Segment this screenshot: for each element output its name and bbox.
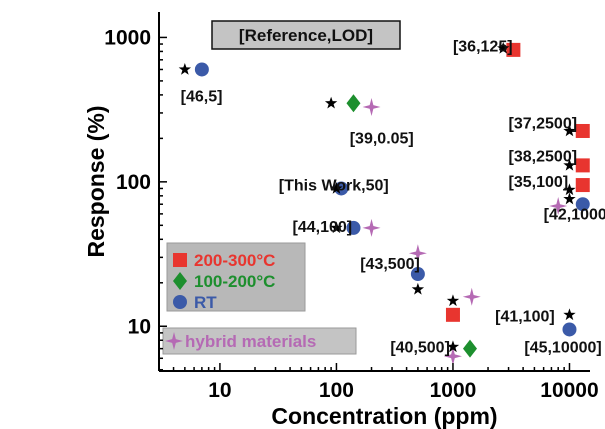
data-marks: [178, 41, 590, 366]
reference-lod-box-bg: [211, 20, 401, 50]
legend: 200-300°C 100-200°C RT hybrid materials: [162, 242, 357, 355]
data-point-square: [506, 42, 521, 57]
x-tick-label: 10: [208, 379, 231, 402]
annotation-label: [35,100]: [509, 174, 569, 191]
legend-marker-circle: [173, 295, 187, 309]
y-tick-label: 1000: [104, 26, 151, 49]
data-point-square: [575, 158, 590, 173]
data-point-circle: [410, 267, 425, 282]
data-point-star5: [446, 294, 460, 307]
data-point-circle: [575, 197, 590, 212]
data-point-star5: [563, 308, 576, 321]
x-tick-label: 100: [319, 379, 354, 402]
annotation-label: [44,100]: [293, 219, 353, 236]
annotation-label: [46,5]: [181, 89, 223, 106]
data-point-star5: [563, 124, 576, 137]
data-point-star5: [563, 192, 576, 205]
y-tick-label: 100: [116, 171, 151, 194]
annotations: [36,125] [46,5] [39,0.05] [37,2500] [38,2500…: [181, 38, 605, 356]
reference-lod-box: [Reference,LOD]: [211, 20, 401, 50]
data-point-star5: [178, 62, 192, 75]
annotation-label: [36,125]: [453, 38, 513, 55]
data-point-star5: [563, 158, 576, 171]
data-point-diamond: [346, 94, 361, 113]
legend-label: RT: [194, 293, 217, 312]
annotation-label: [37,2500]: [509, 115, 578, 132]
x-tick-label: 10000: [540, 379, 598, 402]
annotation-label: [38,2500]: [509, 149, 578, 166]
legend-label: 200-300°C: [194, 251, 275, 270]
data-point-circle: [346, 220, 361, 235]
annotation-label: [41,100]: [495, 308, 555, 325]
annotation-label: [40,500]: [390, 339, 450, 356]
x-tick-label: 1000: [430, 379, 477, 402]
annotation-label: [45,10000]: [524, 339, 601, 356]
annotation-label: [43,500]: [360, 256, 420, 273]
data-point-star5: [563, 183, 576, 196]
data-point-star4: [362, 97, 381, 116]
reference-lod-title: [Reference,LOD]: [239, 26, 373, 45]
legend-box: [166, 242, 306, 312]
x-axis-title: Concentration (ppm): [271, 403, 497, 429]
annotation-label: [42,10000]: [544, 206, 605, 223]
hybrid-legend-label: hybrid materials: [185, 332, 316, 351]
data-point-square: [575, 178, 590, 193]
data-point-star5: [446, 340, 460, 353]
data-point-square: [575, 123, 590, 138]
data-point-circle: [194, 62, 209, 77]
data-point-star4: [462, 287, 481, 306]
data-point-star4: [549, 197, 568, 216]
y-tick-label: 10: [128, 315, 151, 338]
hybrid-legend-marker: [165, 332, 183, 350]
data-point-star5: [324, 96, 338, 109]
data-point-star5: [330, 221, 343, 234]
legend-label: 100-200°C: [194, 272, 275, 291]
legend-marker-diamond: [173, 272, 187, 290]
data-point-circle: [562, 322, 577, 337]
data-point-star5: [411, 282, 425, 295]
data-point-star5: [497, 41, 510, 54]
data-point-square: [445, 307, 460, 322]
data-point-star4: [443, 347, 462, 366]
data-point-star5: [330, 181, 343, 194]
data-point-star4: [408, 244, 427, 263]
annotation-label: [39,0.05]: [350, 130, 414, 147]
y-axis-title: Response (%): [83, 105, 109, 257]
data-point-star4: [362, 218, 381, 237]
legend-marker-square: [173, 253, 187, 267]
plot-area: [Reference,LOD]: [211, 20, 401, 50]
data-point-diamond: [462, 339, 477, 358]
annotation-label: [This Work,50]: [279, 178, 389, 195]
